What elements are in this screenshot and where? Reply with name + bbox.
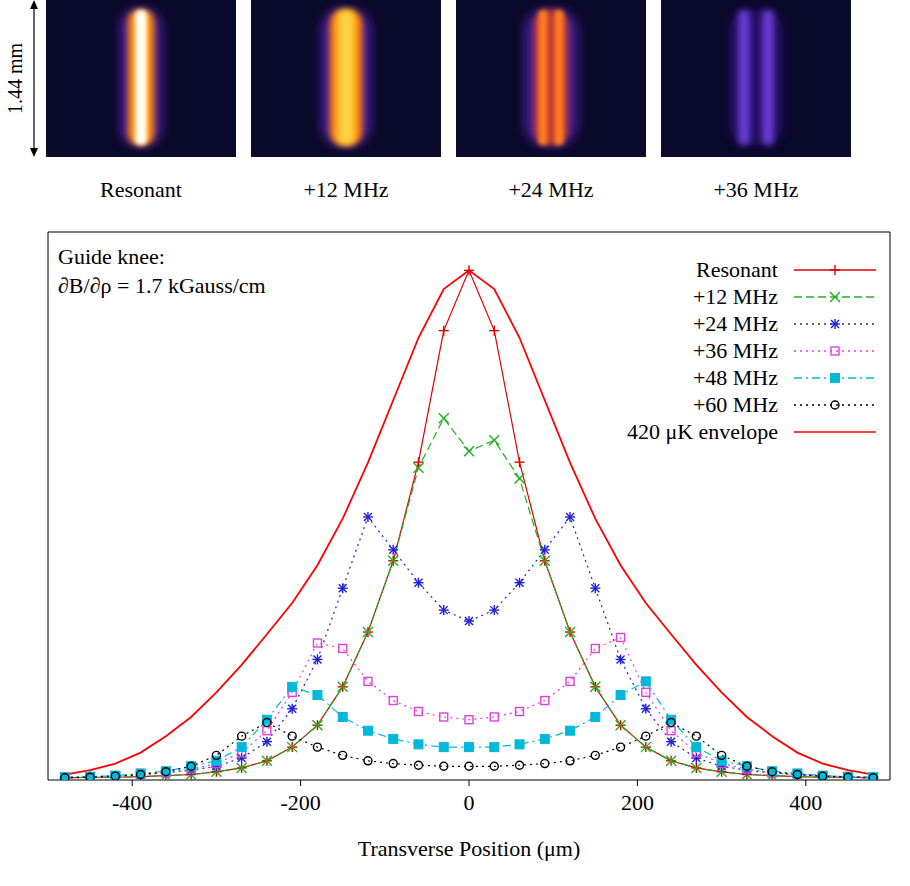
svg-text:200: 200 [621, 790, 654, 815]
html-text:∂B/∂ρ = 1.7 kGauss/cm: ∂B/∂ρ = 1.7 kGauss/cm [58, 273, 266, 298]
html-text:+36 MHz: +36 MHz [692, 337, 778, 363]
html-text:+60 MHz: +60 MHz [692, 391, 778, 417]
svg-text:0: 0 [464, 790, 475, 815]
svg-text:-200: -200 [280, 790, 320, 815]
svg-text:-400: -400 [112, 790, 152, 815]
html-text:Resonant: Resonant [696, 256, 778, 282]
html-text:420 μK envelope: 420 μK envelope [626, 418, 778, 444]
svg-text:400: 400 [789, 790, 822, 815]
html-text:+12 MHz: +12 MHz [692, 283, 778, 309]
svg-text:Resonant: Resonant [100, 177, 182, 202]
svg-text:+36 MHz: +36 MHz [713, 177, 798, 202]
html-text:Guide knee:: Guide knee: [58, 244, 165, 269]
html-text:+24 MHz: +24 MHz [692, 310, 778, 336]
svg-text:+24 MHz: +24 MHz [508, 177, 593, 202]
svg-text:Transverse Position (μm): Transverse Position (μm) [358, 836, 580, 861]
svg-text:1.44 mm: 1.44 mm [4, 43, 26, 115]
svg-text:+12 MHz: +12 MHz [303, 177, 388, 202]
html-text:+48 MHz: +48 MHz [692, 364, 778, 390]
